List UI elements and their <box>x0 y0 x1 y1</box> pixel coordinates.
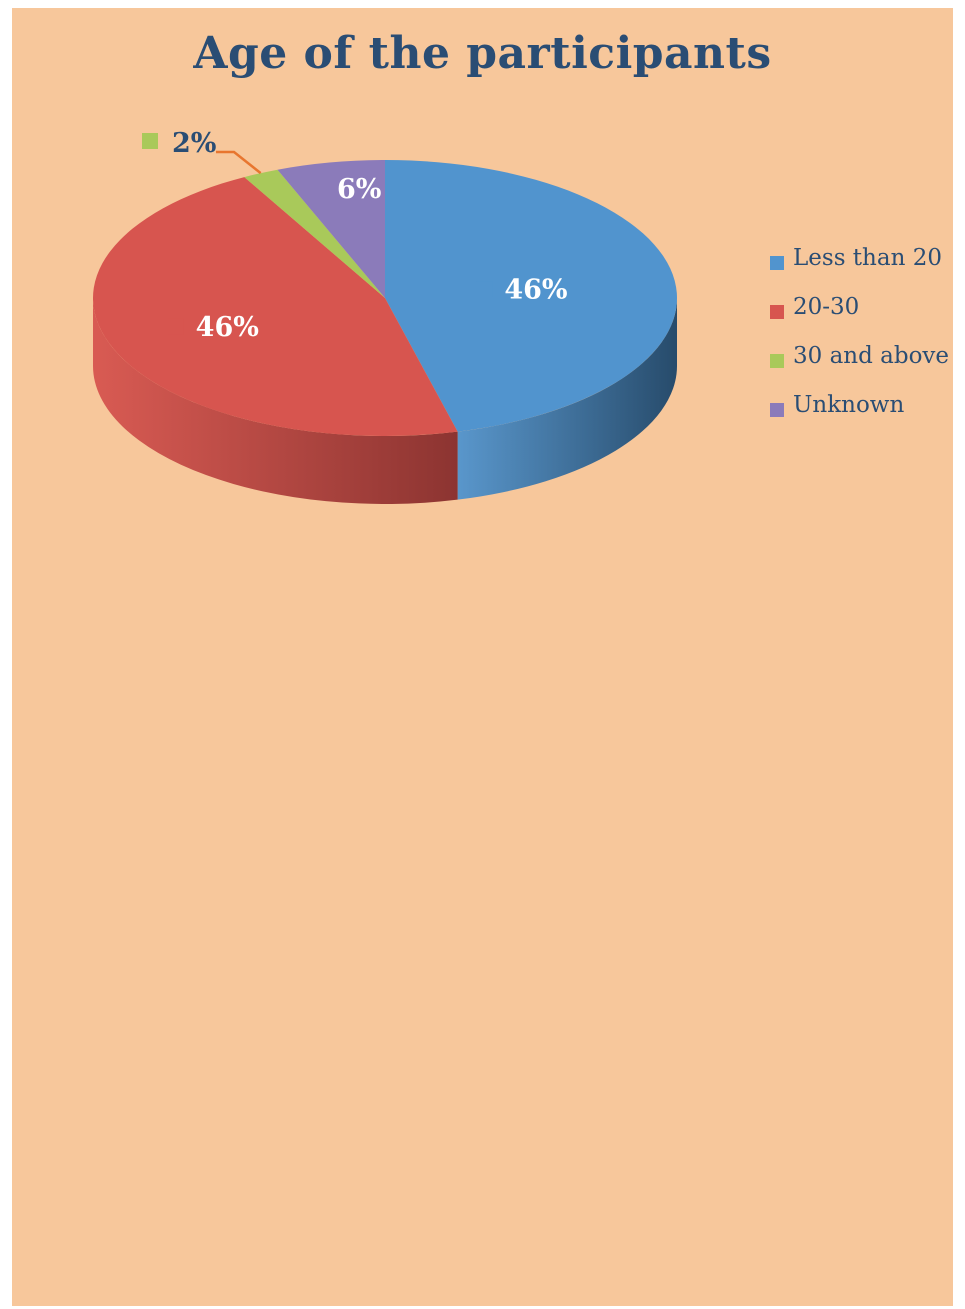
legend-label: 20-30 <box>793 294 860 320</box>
legend-swatch <box>770 354 784 368</box>
data-label-swatch-20-30 <box>167 318 184 335</box>
legend-swatch <box>770 403 784 417</box>
pie-slice-unknown <box>277 160 385 298</box>
pie-side-20-30 <box>93 298 458 504</box>
leader-line-30-and-above <box>216 150 262 175</box>
pie-slice-20-30 <box>92 177 458 437</box>
data-label-swatch-less-than-20 <box>476 281 493 298</box>
data-label-less-than-20: 46% <box>504 274 567 305</box>
data-label-30-and-above: 2% <box>172 128 216 159</box>
data-label-unknown: 6% <box>337 174 381 205</box>
legend-swatch <box>770 305 784 319</box>
data-label-swatch-30-and-above <box>142 133 158 149</box>
pie-slice-30-and-above <box>244 169 385 298</box>
legend-label: 30 and above <box>793 343 950 369</box>
legend-label: Unknown <box>793 392 905 418</box>
data-label-20-30: 46% <box>196 312 259 343</box>
legend-swatch <box>770 256 784 270</box>
chart-title: Age of the participants <box>193 28 772 79</box>
legend-label: Less than 20 <box>793 245 942 271</box>
pie-side-less-than-20 <box>457 298 677 500</box>
pie-slice-less-than-20 <box>385 160 678 432</box>
pie-chart: 46% 46% 2% 6% <box>92 128 678 504</box>
data-label-swatch-unknown <box>307 181 323 197</box>
